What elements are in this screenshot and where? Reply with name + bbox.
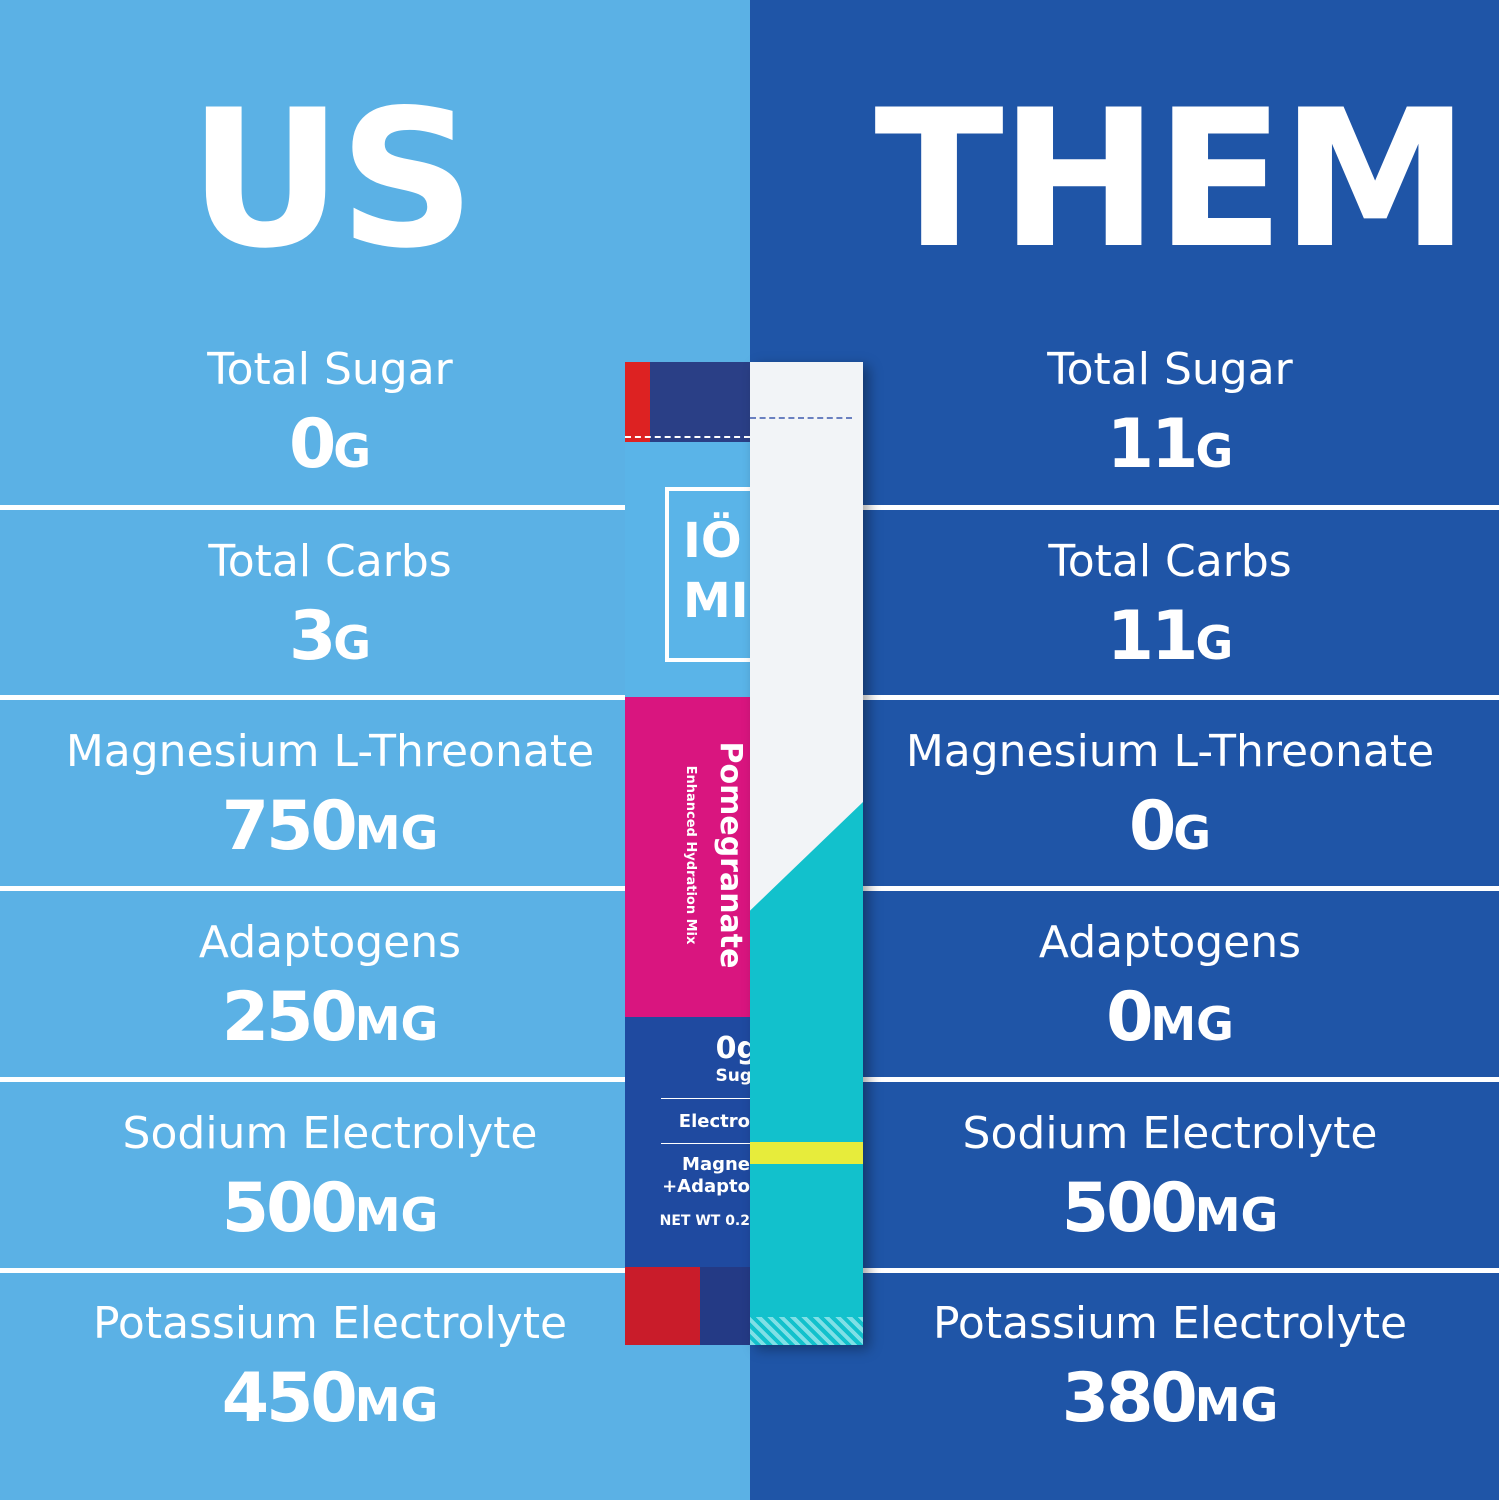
unit: G: [1173, 806, 1212, 860]
nutrient-value: 750MG: [0, 787, 660, 873]
net-weight: NET WT 0.2: [659, 1213, 750, 1229]
nutrient-label: Potassium Electrolyte: [932, 1298, 1408, 1349]
unit: MG: [354, 1188, 439, 1242]
nutrient-value: 380MG: [850, 1359, 1490, 1445]
unit: MG: [354, 806, 439, 860]
nutrient-label: Magnesium L-Threonate: [905, 726, 1435, 777]
electro-claim: Electro: [661, 1098, 750, 1133]
them-title: THEM: [874, 69, 1469, 290]
unit: MG: [354, 997, 439, 1051]
seal-edge: [750, 1317, 863, 1345]
nutrient-value: 500MG: [0, 1169, 660, 1255]
unit: MG: [354, 1378, 439, 1432]
row-divider: [850, 1268, 1499, 1273]
adapt-claim: +Adapto: [662, 1176, 750, 1197]
row-divider: [850, 886, 1499, 891]
flavor-label: Pomegranate: [713, 741, 748, 969]
unit: MG: [1194, 1378, 1279, 1432]
claims-panel: 0g Sug Electro Magne +Adapto NET WT 0.2: [625, 1017, 750, 1267]
row-divider: [850, 1077, 1499, 1082]
amount: 500: [221, 1169, 358, 1248]
unit: G: [333, 424, 372, 478]
us-row: Sodium Electrolyte 500MG: [0, 1109, 660, 1255]
nutrient-label: Potassium Electrolyte: [92, 1298, 568, 1349]
sugar-claim: 0g: [715, 1031, 750, 1066]
amount: 0: [1128, 787, 1176, 866]
nutrient-label: Magnesium L-Threonate: [65, 726, 595, 777]
nutrient-label: Sodium Electrolyte: [962, 1108, 1378, 1159]
amount: 0: [288, 405, 336, 484]
brand-logo: IÖ MI: [665, 487, 750, 662]
us-row: Magnesium L-Threonate 750MG: [0, 727, 660, 873]
flavor-band: Pomegranate Enhanced Hydration Mix: [625, 697, 750, 1017]
unit: MG: [1194, 1188, 1279, 1242]
yellow-stripe: [750, 1142, 863, 1164]
amount: 11: [1106, 405, 1199, 484]
amount: 250: [221, 978, 358, 1057]
nutrient-value: 11G: [850, 597, 1490, 683]
nutrient-label: Total Sugar: [1047, 344, 1293, 395]
nutrient-value: 11G: [850, 405, 1490, 491]
amount: 0: [1106, 978, 1153, 1057]
subtitle: Enhanced Hydration Mix: [683, 765, 698, 945]
nutrient-value: 450MG: [0, 1359, 660, 1445]
them-row: Total Carbs 11G: [850, 537, 1490, 683]
amount: 3: [288, 597, 336, 676]
nutrient-label: Total Carbs: [208, 536, 452, 587]
nutrient-label: Total Carbs: [1048, 536, 1292, 587]
nutrient-value: 250MG: [0, 978, 660, 1064]
row-divider: [0, 1077, 640, 1082]
us-row: Adaptogens 250MG: [0, 918, 660, 1064]
product-packet-us: IÖ MI Pomegranate Enhanced Hydration Mix…: [625, 362, 750, 1345]
sugar-claim-label: Sug: [715, 1066, 750, 1086]
amount: 750: [221, 787, 358, 866]
us-row: Total Sugar 0G: [0, 345, 660, 491]
tear-line: [625, 436, 750, 438]
nutrient-value: 0MG: [850, 978, 1490, 1064]
us-row: Total Carbs 3G: [0, 537, 660, 683]
us-title: US: [188, 69, 475, 290]
nutrient-label: Total Sugar: [207, 344, 453, 395]
nutrient-value: 0G: [850, 787, 1490, 873]
row-divider: [0, 886, 640, 891]
row-divider: [0, 1268, 640, 1273]
nutrient-value: 500MG: [850, 1169, 1490, 1255]
tear-line: [750, 417, 852, 419]
them-row: Magnesium L-Threonate 0G: [850, 727, 1490, 873]
nutrient-label: Sodium Electrolyte: [122, 1108, 538, 1159]
nutrient-label: Adaptogens: [1038, 917, 1302, 968]
row-divider: [850, 505, 1499, 510]
them-row: Potassium Electrolyte 380MG: [850, 1299, 1490, 1445]
unit: G: [1195, 616, 1234, 670]
berry-image-bottom: [625, 1267, 750, 1345]
berry-image: [625, 362, 750, 442]
nutrient-value: 0G: [0, 405, 660, 491]
them-panel: THEM Total Sugar 11G Total Carbs 11G Magnesi…: [750, 0, 1499, 1500]
them-row: Adaptogens 0MG: [850, 918, 1490, 1064]
nutrient-value: 3G: [0, 597, 660, 683]
row-divider: [850, 695, 1499, 700]
row-divider: [0, 505, 640, 510]
nutrient-label: Adaptogens: [198, 917, 462, 968]
amount: 450: [221, 1359, 358, 1438]
unit: MG: [1150, 997, 1234, 1051]
product-packet-them: [750, 362, 863, 1345]
them-row: Sodium Electrolyte 500MG: [850, 1109, 1490, 1255]
unit: G: [333, 616, 372, 670]
unit: G: [1195, 424, 1234, 478]
amount: 380: [1061, 1359, 1198, 1438]
us-row: Potassium Electrolyte 450MG: [0, 1299, 660, 1445]
amount: 500: [1061, 1169, 1198, 1248]
teal-panel: [750, 802, 863, 1345]
row-divider: [0, 695, 640, 700]
them-row: Total Sugar 11G: [850, 345, 1490, 491]
magnesium-claim: Magne: [661, 1143, 750, 1176]
amount: 11: [1106, 597, 1199, 676]
